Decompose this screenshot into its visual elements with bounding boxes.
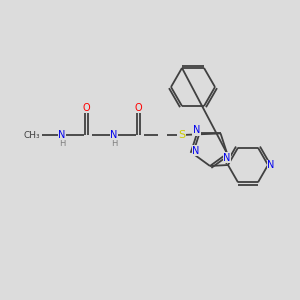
Text: H: H — [111, 139, 117, 148]
Text: S: S — [178, 130, 186, 140]
Text: O: O — [135, 103, 142, 113]
Text: N: N — [110, 130, 118, 140]
Text: N: N — [192, 146, 200, 156]
Text: CH₃: CH₃ — [24, 130, 40, 140]
Text: N: N — [193, 125, 200, 135]
Text: O: O — [83, 103, 90, 113]
Text: N: N — [224, 153, 231, 163]
Text: N: N — [267, 160, 275, 170]
Text: H: H — [59, 139, 65, 148]
Text: N: N — [58, 130, 66, 140]
